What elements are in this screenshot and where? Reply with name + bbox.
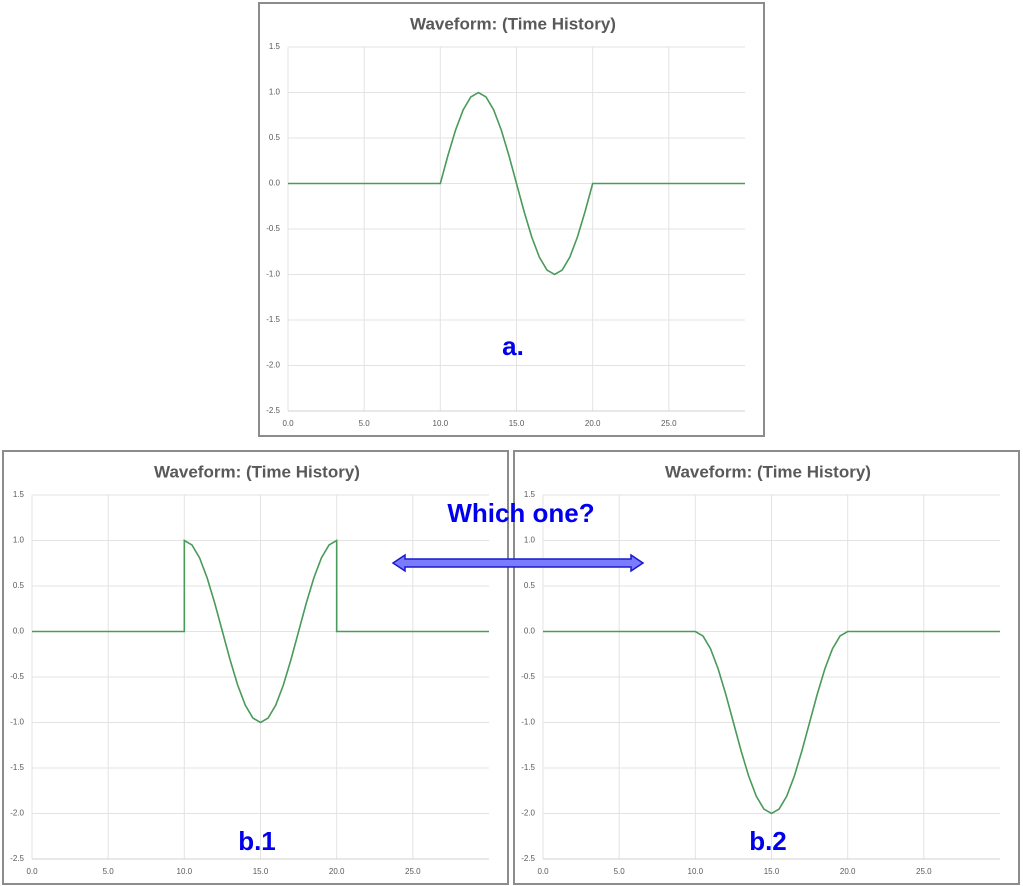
y-tick-label: -0.5: [266, 224, 280, 233]
y-tick-label: -0.5: [521, 672, 535, 681]
waveform-line: [288, 91, 745, 276]
y-tick-label: -0.5: [10, 672, 24, 681]
x-tick-label: 10.0: [177, 867, 193, 876]
waveform-line: [543, 630, 1000, 815]
y-tick-label: -2.0: [266, 361, 280, 370]
x-tick-label: 25.0: [661, 419, 677, 428]
chart-label: b.1: [238, 826, 276, 856]
x-tick-label: 5.0: [103, 867, 115, 876]
x-tick-label: 0.0: [26, 867, 38, 876]
y-tick-label: -1.5: [266, 315, 280, 324]
y-tick-label: -1.0: [10, 718, 24, 727]
chart: Waveform: (Time History) 1.5 1.0 0.5 0.0 -0.5…: [513, 450, 1020, 885]
y-tick-label: 0.5: [524, 581, 536, 590]
chart-frame: [513, 450, 1020, 885]
question: Which one?: [447, 498, 594, 528]
x-tick-label: 10.0: [688, 867, 704, 876]
y-tick-label: -1.5: [521, 763, 535, 772]
double-arrow: [391, 553, 645, 573]
x-tick-label: 20.0: [585, 419, 601, 428]
y-tick-label: 0.0: [524, 627, 536, 636]
y-tick-label: -1.0: [521, 718, 535, 727]
y-tick-label: 1.5: [13, 490, 25, 499]
chart-title: Waveform: (Time History): [154, 462, 360, 481]
y-tick-label: -2.5: [10, 854, 24, 863]
y-tick-label: -2.5: [521, 854, 535, 863]
x-tick-label: 15.0: [764, 867, 780, 876]
y-tick-label: 0.0: [13, 627, 25, 636]
x-tick-label: 20.0: [840, 867, 856, 876]
y-tick-label: -1.5: [10, 763, 24, 772]
y-tick-label: -2.0: [521, 809, 535, 818]
y-tick-label: 1.0: [13, 536, 25, 545]
waveform-line: [32, 539, 489, 724]
x-tick-label: 0.0: [537, 867, 549, 876]
chart-title: Waveform: (Time History): [410, 14, 616, 33]
x-tick-label: 5.0: [614, 867, 626, 876]
x-tick-label: 20.0: [329, 867, 345, 876]
x-tick-label: 10.0: [433, 419, 449, 428]
y-tick-label: 0.5: [269, 133, 281, 142]
chart-title: Waveform: (Time History): [665, 462, 871, 481]
y-tick-label: 0.0: [269, 179, 281, 188]
x-tick-label: 15.0: [509, 419, 525, 428]
x-tick-label: 0.0: [282, 419, 294, 428]
y-tick-label: 1.5: [524, 490, 536, 499]
chart-label: b.2: [749, 826, 787, 856]
y-tick-label: 1.0: [524, 536, 536, 545]
y-tick-label: 0.5: [13, 581, 25, 590]
x-tick-label: 25.0: [405, 867, 421, 876]
y-tick-label: -2.0: [10, 809, 24, 818]
y-tick-label: -1.0: [266, 270, 280, 279]
chart-label: a.: [502, 331, 524, 361]
x-tick-label: 25.0: [916, 867, 932, 876]
chart-frame: [2, 450, 509, 885]
x-tick-label: 15.0: [253, 867, 269, 876]
chart: Waveform: (Time History) 1.5 1.0 0.5 0.0 -0.5…: [258, 2, 765, 437]
y-tick-label: -2.5: [266, 406, 280, 415]
y-tick-label: 1.5: [269, 42, 281, 51]
overlay: Which one?: [391, 498, 645, 573]
x-tick-label: 5.0: [359, 419, 371, 428]
chart-frame: [258, 2, 765, 437]
y-tick-label: 1.0: [269, 88, 281, 97]
chart: Waveform: (Time History) 1.5 1.0 0.5 0.0 -0.5…: [2, 450, 509, 885]
